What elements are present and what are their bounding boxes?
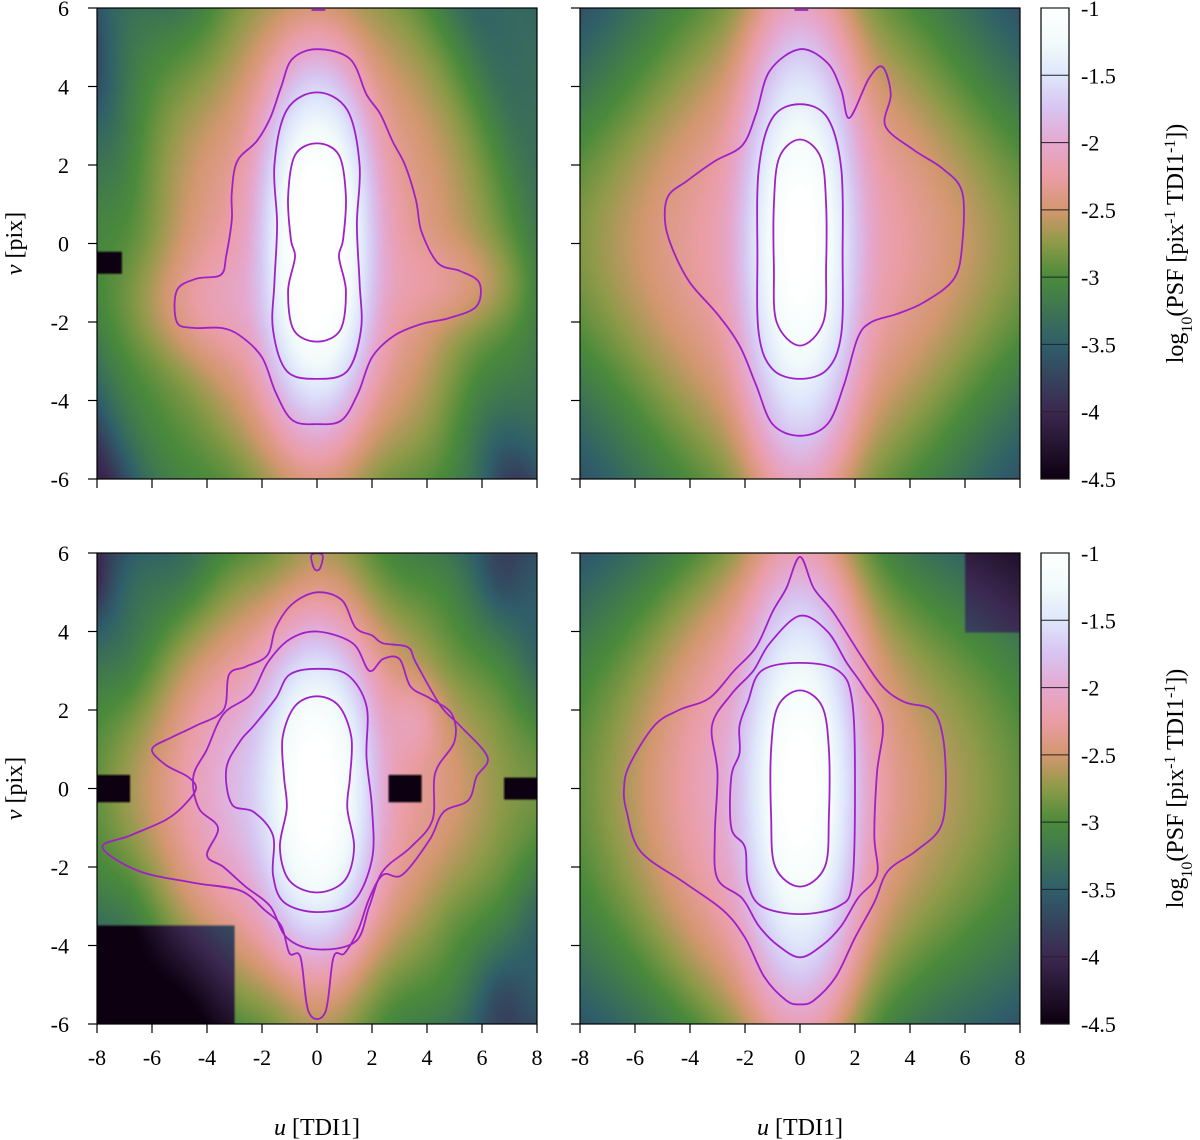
x-tick-label: 6 <box>960 1045 971 1070</box>
x-tick-label: -8 <box>571 1045 589 1070</box>
y-tick-label: 4 <box>58 620 69 645</box>
panel-bottom-left: -8 -6 -4 -2 0 2 4 6 8 -6 -4 -2 0 2 4 6 <box>51 541 543 1070</box>
colorbar-tick-label: -1 <box>1081 541 1099 566</box>
contour-line <box>271 91 363 380</box>
contour-line <box>756 103 844 380</box>
x-tick-label: -6 <box>626 1045 644 1070</box>
colorbar-tick-label: -4 <box>1081 400 1099 425</box>
contour-line <box>278 695 356 894</box>
panel-bottom-right: -8 -6 -4 -2 0 2 4 6 8 <box>571 552 1026 1070</box>
contour-line <box>101 591 489 1020</box>
x-tick-label: 0 <box>312 1045 323 1070</box>
y-tick-label: 2 <box>58 153 69 178</box>
x-tick-label: 2 <box>367 1045 378 1070</box>
contour-line <box>192 630 457 951</box>
colorbar-tick-label: -1.5 <box>1081 608 1116 633</box>
y-axis-label: v [pix] <box>2 212 28 275</box>
y-tick-label: 0 <box>58 232 69 257</box>
x-tick-label: -2 <box>736 1045 754 1070</box>
axis-labels: v [pix] v [pix] u [TDI1] u [TDI1] <box>2 212 843 1140</box>
x-tick-label: 0 <box>795 1045 806 1070</box>
y-tick-label: 6 <box>58 0 69 21</box>
colorbar-gradient <box>1040 552 1070 1025</box>
colorbar-tick-label: -3.5 <box>1081 332 1116 357</box>
contour-group <box>101 553 489 1020</box>
contour-line <box>663 48 965 437</box>
contour-group <box>663 9 965 437</box>
colorbar-tick-label: -4.5 <box>1081 467 1116 492</box>
colorbar-tick-label: -2.5 <box>1081 198 1116 223</box>
x-tick-label: 8 <box>532 1045 543 1070</box>
colorbar-top: -1 -1.5 -2 -2.5 -3 -3.5 -4 -4.5 log10(PSF [pix-1… <box>1040 0 1196 492</box>
colorbar-tick-label: -4 <box>1081 945 1099 970</box>
contour-group <box>173 9 482 426</box>
y-tick-label: -6 <box>51 467 69 492</box>
y-tick-label: 2 <box>58 698 69 723</box>
x-tick-label: 2 <box>850 1045 861 1070</box>
y-tick-label: 0 <box>58 777 69 802</box>
x-axis-label: u [TDI1] <box>757 1115 843 1140</box>
colorbar-tick-label: -3 <box>1081 810 1099 835</box>
x-tick-label: -6 <box>143 1045 161 1070</box>
colorbar-tick-label: -1 <box>1081 0 1099 21</box>
colorbar-tick-label: -2 <box>1081 676 1099 701</box>
y-tick-label: -2 <box>51 310 69 335</box>
colorbar-tick-label: -3 <box>1081 265 1099 290</box>
x-axis-label: u [TDI1] <box>274 1115 360 1140</box>
contour-group <box>622 555 947 1006</box>
heatmap-image <box>97 553 537 1024</box>
x-tick-label: -4 <box>198 1045 216 1070</box>
contour-line <box>769 689 831 888</box>
colorbar-label: log10(PSF [pix-1 TDI1-1]) <box>1162 124 1196 364</box>
x-tick-label: -4 <box>681 1045 699 1070</box>
y-tick-label: -4 <box>51 389 69 414</box>
panel-top-right <box>571 7 1021 488</box>
y-axis-label: v [pix] <box>2 757 28 820</box>
y-tick-label: -6 <box>51 1012 69 1037</box>
colorbar-tick-label: -2 <box>1081 131 1099 156</box>
colorbar-label: log10(PSF [pix-1 TDI1-1]) <box>1162 669 1196 909</box>
colorbar-gradient <box>1040 7 1070 480</box>
heatmap-image <box>580 553 1020 1024</box>
contour-line <box>622 555 947 1006</box>
y-tick-label: 6 <box>58 541 69 566</box>
x-tick-label: 8 <box>1015 1045 1026 1070</box>
panel-top-left: -6 -4 -2 0 2 4 6 <box>51 0 538 492</box>
contour-line <box>287 142 347 343</box>
contour-line <box>710 614 884 959</box>
y-tick-label: 4 <box>58 75 69 100</box>
contour-line <box>173 48 482 426</box>
contour-line <box>225 667 375 914</box>
heatmap-image <box>97 8 537 479</box>
heatmap-image <box>580 8 1020 479</box>
y-tick-label: -2 <box>51 855 69 880</box>
contour-line <box>772 138 828 347</box>
colorbar-tick-label: -1.5 <box>1081 63 1116 88</box>
colorbar-tick-label: -2.5 <box>1081 743 1116 768</box>
contour-line <box>729 661 856 916</box>
x-tick-label: 6 <box>477 1045 488 1070</box>
colorbar-tick-label: -3.5 <box>1081 877 1116 902</box>
x-tick-label: 4 <box>905 1045 916 1070</box>
x-tick-label: -8 <box>88 1045 106 1070</box>
y-tick-label: -4 <box>51 934 69 959</box>
colorbar-bottom: -1 -1.5 -2 -2.5 -3 -3.5 -4 -4.5 log10(PSF [pix-1… <box>1040 541 1196 1037</box>
x-tick-label: -2 <box>253 1045 271 1070</box>
colorbar-tick-label: -4.5 <box>1081 1012 1116 1037</box>
x-tick-label: 4 <box>422 1045 433 1070</box>
